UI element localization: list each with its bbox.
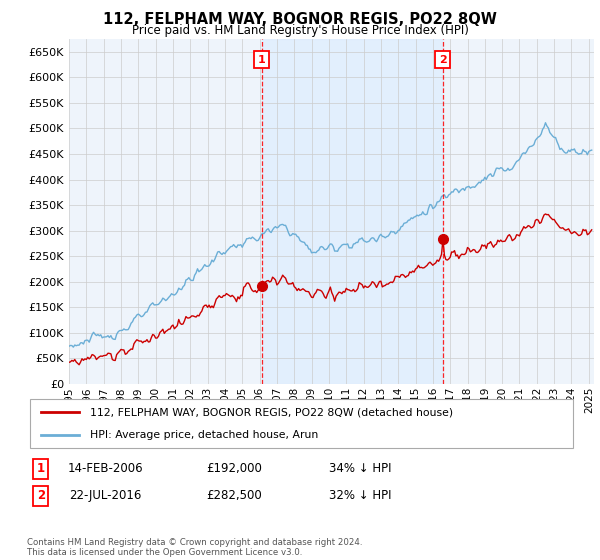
Bar: [262, 39, 443, 384]
Text: 34% ↓ HPI: 34% ↓ HPI: [329, 462, 391, 475]
Text: 22-JUL-2016: 22-JUL-2016: [69, 489, 141, 502]
Text: 32% ↓ HPI: 32% ↓ HPI: [329, 489, 391, 502]
Text: 1: 1: [258, 55, 266, 64]
Text: 14-FEB-2006: 14-FEB-2006: [67, 462, 143, 475]
Text: HPI: Average price, detached house, Arun: HPI: Average price, detached house, Arun: [90, 430, 318, 440]
Text: 112, FELPHAM WAY, BOGNOR REGIS, PO22 8QW: 112, FELPHAM WAY, BOGNOR REGIS, PO22 8QW: [103, 12, 497, 27]
Text: £282,500: £282,500: [206, 489, 262, 502]
Text: 112, FELPHAM WAY, BOGNOR REGIS, PO22 8QW (detached house): 112, FELPHAM WAY, BOGNOR REGIS, PO22 8QW…: [90, 407, 453, 417]
Text: Price paid vs. HM Land Registry's House Price Index (HPI): Price paid vs. HM Land Registry's House …: [131, 24, 469, 37]
Text: £192,000: £192,000: [206, 462, 262, 475]
Text: 2: 2: [37, 489, 45, 502]
Text: 1: 1: [37, 462, 45, 475]
Text: 2: 2: [439, 55, 446, 64]
Text: Contains HM Land Registry data © Crown copyright and database right 2024.
This d: Contains HM Land Registry data © Crown c…: [27, 538, 362, 557]
FancyBboxPatch shape: [30, 399, 573, 448]
